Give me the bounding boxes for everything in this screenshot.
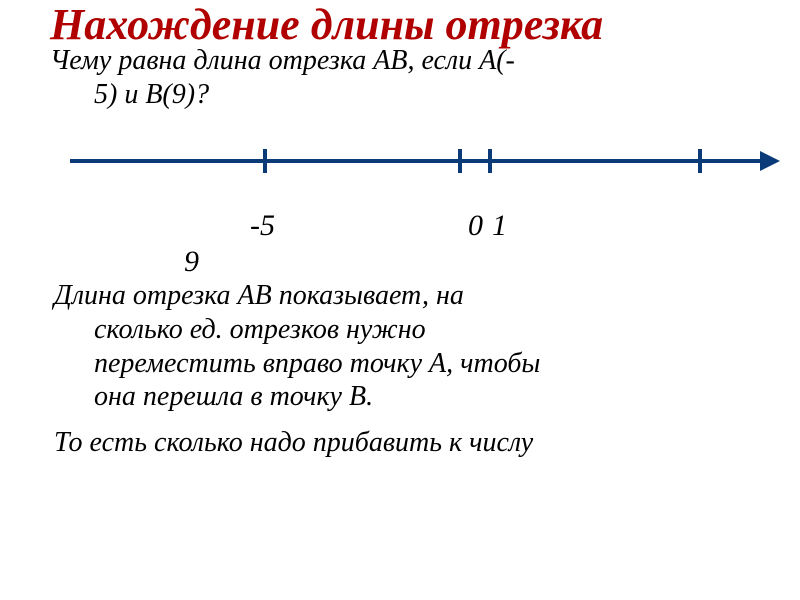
para1-line3: переместить вправо точку А, чтобы (50, 347, 750, 381)
para1-line4: она перешла в точку В. (50, 380, 750, 414)
arrowhead-icon (760, 151, 780, 171)
number-line-labels: -5 0 1 9 (50, 199, 770, 279)
para1-line2: сколько ед. отрезков нужно (50, 313, 750, 347)
question-line2: 5) и В(9)? (54, 78, 754, 112)
slide-root: Нахождение длины отрезка Чему равна длин… (0, 0, 800, 600)
question-line1: Чему равна длина отрезка АВ, если А(- (50, 45, 515, 76)
number-line-svg (60, 139, 780, 199)
explanation-para1: Длина отрезка АВ показывает, на сколько … (50, 279, 750, 413)
para1-line1: Длина отрезка АВ показывает, на (50, 280, 464, 311)
label-one: 1 (492, 209, 507, 243)
label-nine: 9 (184, 245, 199, 279)
explanation-para2: То есть сколько надо прибавить к числу (50, 426, 754, 460)
label-neg5: -5 (250, 209, 275, 243)
label-zero: 0 (468, 209, 483, 243)
slide-title: Нахождение длины отрезка (50, 0, 760, 48)
number-line (60, 139, 780, 199)
question-text: Чему равна длина отрезка АВ, если А(- 5)… (50, 44, 754, 111)
